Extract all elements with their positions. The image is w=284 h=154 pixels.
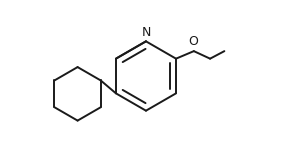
- Text: N: N: [141, 26, 151, 39]
- Text: O: O: [189, 35, 199, 48]
